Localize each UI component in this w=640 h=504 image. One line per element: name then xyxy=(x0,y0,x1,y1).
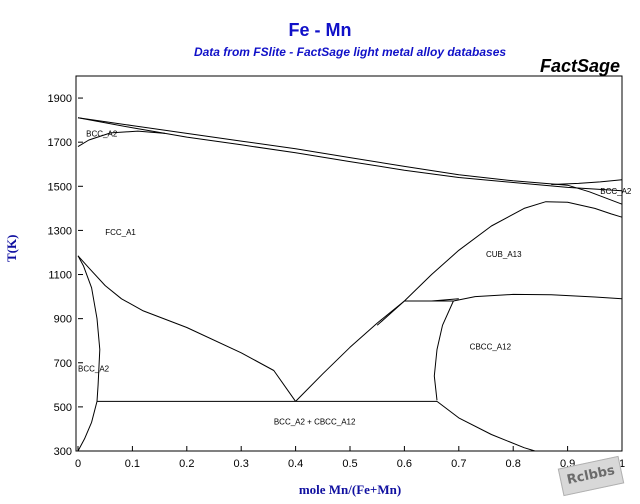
y-tick-label: 500 xyxy=(54,402,72,414)
x-axis-ticks: 0 0.1 0.2 0.3 0.4 0.5 0.6 0.7 0.8 0.9 1 xyxy=(75,446,625,470)
y-axis-ticks: 300 500 700 900 1100 1300 1500 1700 1900 xyxy=(48,93,83,458)
phase-boundary-line xyxy=(77,255,101,402)
x-axis-label: mole Mn/(Fe+Mn) xyxy=(298,482,402,497)
y-tick-label: 900 xyxy=(54,314,72,326)
phase-label: CUB_A13 xyxy=(486,250,522,259)
phase-label: BCC_A2 xyxy=(78,365,110,374)
x-tick-label: 0.4 xyxy=(288,458,303,470)
phase-boundary-line xyxy=(77,130,166,148)
phase-boundary-line xyxy=(376,201,623,326)
phase-label: FCC_A1 xyxy=(105,228,136,237)
y-tick-label: 1100 xyxy=(48,270,72,282)
phase-label: CBCC_A12 xyxy=(470,343,512,352)
chart-subtitle: Data from FSlite - FactSage light metal … xyxy=(193,45,507,59)
phase-boundary-line xyxy=(77,117,623,205)
y-tick-label: 1900 xyxy=(48,93,72,105)
plot-frame xyxy=(75,75,623,452)
phase-boundaries xyxy=(77,117,623,452)
y-tick-label: 700 xyxy=(54,358,72,370)
y-tick-label: 300 xyxy=(54,446,72,458)
x-tick-label: 1 xyxy=(619,458,625,470)
phase-boundary-line xyxy=(453,293,623,302)
x-tick-label: 0.8 xyxy=(506,458,521,470)
x-tick-label: 0.6 xyxy=(397,458,412,470)
brand-logo-text: FactSage xyxy=(539,56,620,76)
phase-boundary-line xyxy=(77,401,98,452)
phase-label: BCC_A2 xyxy=(86,130,118,139)
y-tick-label: 1300 xyxy=(48,225,72,237)
y-tick-label: 1700 xyxy=(48,137,72,149)
phase-boundary-line xyxy=(433,300,454,401)
x-tick-label: 0.2 xyxy=(179,458,194,470)
x-tick-label: 0.3 xyxy=(234,458,249,470)
phase-boundary-line xyxy=(436,401,536,452)
x-tick-label: 0.5 xyxy=(342,458,357,470)
phase-boundary-line xyxy=(295,298,459,402)
phase-labels: BCC_A2 FCC_A1 BCC_A2 CUB_A13 CBCC_A12 BCC_A2 B… xyxy=(78,130,632,427)
phase-boundary-line xyxy=(77,117,623,192)
phase-label: BCC_A2 + CBCC_A12 xyxy=(274,418,356,427)
y-tick-label: 1500 xyxy=(48,181,72,193)
phase-boundary-line xyxy=(77,255,297,402)
x-tick-label: 0.7 xyxy=(451,458,466,470)
phase-boundary-line xyxy=(551,179,623,185)
phase-label: BCC_A2 xyxy=(600,187,632,196)
x-tick-label: 0.1 xyxy=(125,458,140,470)
x-tick-label: 0 xyxy=(75,458,81,470)
chart-title: Fe - Mn xyxy=(288,20,352,40)
